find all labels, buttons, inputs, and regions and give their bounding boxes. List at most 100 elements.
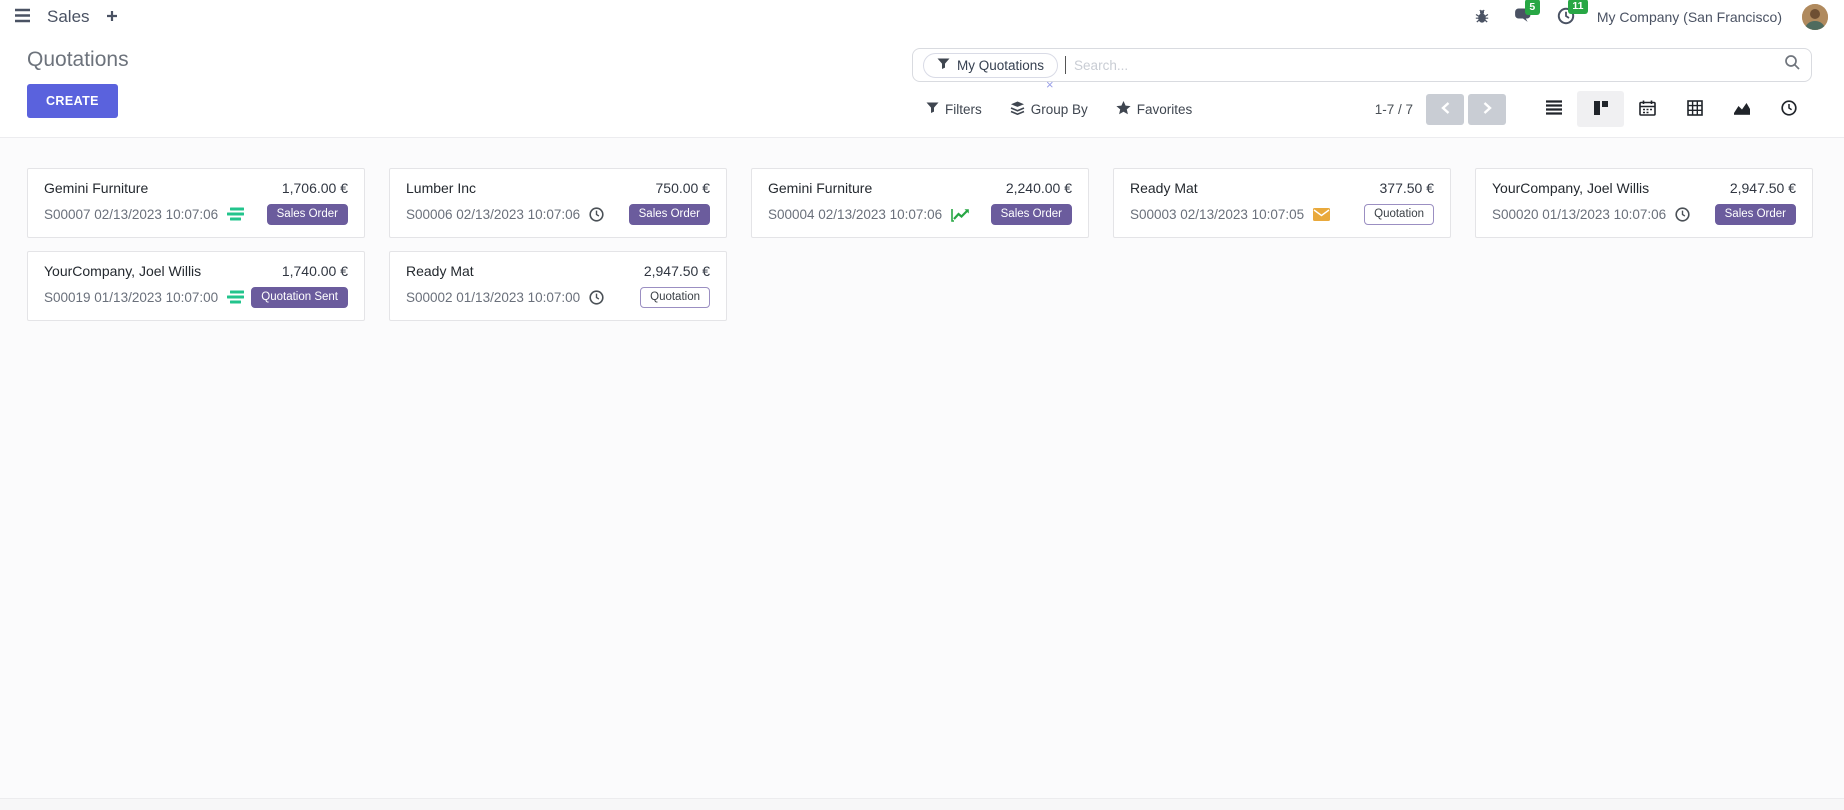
quotation-card[interactable]: YourCompany, Joel Willis 2,947.50 € S000… xyxy=(1475,168,1813,238)
view-switch-list[interactable] xyxy=(1530,91,1577,127)
customer-name: Ready Mat xyxy=(406,263,474,279)
card-top-row: Lumber Inc 750.00 € xyxy=(406,180,710,196)
pager-range: 1-7 / 7 xyxy=(1374,101,1413,117)
clock-activity-icon[interactable] xyxy=(589,207,604,222)
order-reference: S00004 02/13/2023 10:07:06 xyxy=(768,206,943,222)
status-badge: Quotation xyxy=(640,286,710,308)
control-panel-left: Quotations CREATE xyxy=(27,48,129,127)
quotation-card[interactable]: Gemini Furniture 2,240.00 € S00004 02/13… xyxy=(751,168,1089,238)
quotation-card[interactable]: YourCompany, Joel Willis 1,740.00 € S000… xyxy=(27,251,365,321)
card-top-row: Ready Mat 2,947.50 € xyxy=(406,263,710,279)
status-badge: Sales Order xyxy=(990,203,1072,225)
control-panel: Quotations CREATE My Quotations xyxy=(0,34,1844,138)
search-icon[interactable] xyxy=(1784,54,1801,76)
activity-view-clock-icon xyxy=(1780,99,1797,119)
filters-button[interactable]: Filters xyxy=(926,102,982,117)
order-reference: S00019 01/13/2023 10:07:00 xyxy=(44,289,219,305)
company-switcher[interactable]: My Company (San Francisco) xyxy=(1596,9,1782,25)
user-avatar[interactable] xyxy=(1802,4,1828,30)
view-switch-graph[interactable] xyxy=(1718,91,1765,127)
search-bar[interactable]: My Quotations × xyxy=(912,48,1812,91)
customer-name: YourCompany, Joel Willis xyxy=(44,263,202,279)
view-switch-kanban[interactable] xyxy=(1577,91,1624,127)
amount: 2,947.50 € xyxy=(643,263,710,279)
chart-activity-icon[interactable] xyxy=(951,207,970,222)
quotation-card[interactable]: Gemini Furniture 1,706.00 € S00007 02/13… xyxy=(27,168,365,238)
add-menu-button[interactable] xyxy=(104,8,120,27)
amount: 1,706.00 € xyxy=(281,180,348,196)
top-navbar: Sales xyxy=(0,0,1844,34)
status-badge: Sales Order xyxy=(266,203,348,225)
group-by-label: Group By xyxy=(1030,101,1088,117)
create-button[interactable]: CREATE xyxy=(27,84,118,118)
hamburger-icon xyxy=(14,8,31,26)
search-facet-label: My Quotations xyxy=(957,57,1045,73)
amount: 750.00 € xyxy=(655,180,711,196)
pivot-view-icon xyxy=(1686,99,1703,119)
clock-activity-icon[interactable] xyxy=(589,290,604,305)
bug-icon xyxy=(1474,8,1490,27)
order-reference: S00006 02/13/2023 10:07:06 xyxy=(406,206,581,222)
card-bottom-row: S00007 02/13/2023 10:07:06 Sales Order xyxy=(44,203,348,225)
search-facet-chip[interactable]: My Quotations xyxy=(923,52,1059,78)
tasks-activity-icon[interactable] xyxy=(227,290,245,304)
pager: 1-7 / 7 xyxy=(1374,93,1506,125)
kanban-view-icon xyxy=(1593,100,1609,119)
clock-activity-icon[interactable] xyxy=(1675,207,1690,222)
star-icon xyxy=(1116,100,1131,118)
card-top-row: Ready Mat 377.50 € xyxy=(1130,180,1434,196)
status-badge: Quotation xyxy=(1364,203,1434,225)
avatar-person-icon xyxy=(1802,4,1828,30)
navbar-right: 5 11 My Company (San Francisco) xyxy=(1472,0,1828,30)
layers-icon xyxy=(1010,101,1025,118)
facet-remove-icon[interactable]: × xyxy=(1046,77,1054,92)
quotation-card[interactable]: Ready Mat 377.50 € S00003 02/13/2023 10:… xyxy=(1113,168,1451,238)
card-top-row: Gemini Furniture 2,240.00 € xyxy=(768,180,1072,196)
pager-previous-button[interactable] xyxy=(1426,93,1464,125)
apps-menu-button[interactable] xyxy=(12,6,33,28)
favorites-label: Favorites xyxy=(1136,101,1193,117)
view-switch-calendar[interactable] xyxy=(1624,91,1671,127)
group-by-button[interactable]: Group By xyxy=(1010,101,1088,118)
search-options-row: Filters Group By xyxy=(912,91,1812,127)
customer-name: Gemini Furniture xyxy=(44,180,149,196)
order-reference: S00007 02/13/2023 10:07:06 xyxy=(44,206,219,222)
horizontal-scrollbar[interactable] xyxy=(0,798,1844,810)
search-options: Filters Group By xyxy=(926,100,1193,118)
view-switch-activity[interactable] xyxy=(1765,91,1812,127)
card-top-row: Gemini Furniture 1,706.00 € xyxy=(44,180,348,196)
app-name[interactable]: Sales xyxy=(47,7,90,26)
amount: 377.50 € xyxy=(1379,180,1435,196)
customer-name: Gemini Furniture xyxy=(768,180,873,196)
clock-icon xyxy=(1557,7,1575,28)
order-reference: S00020 01/13/2023 10:07:06 xyxy=(1492,206,1667,222)
quotation-card[interactable]: Ready Mat 2,947.50 € S00002 01/13/2023 1… xyxy=(389,251,727,321)
tasks-activity-icon[interactable] xyxy=(227,207,245,221)
order-reference: S00002 01/13/2023 10:07:00 xyxy=(406,289,581,305)
view-switch-pivot[interactable] xyxy=(1671,91,1718,127)
card-bottom-row: S00006 02/13/2023 10:07:06 Sales Order xyxy=(406,203,710,225)
list-view-icon xyxy=(1545,100,1563,118)
messages-menu-button[interactable]: 5 xyxy=(1512,0,1540,29)
status-badge: Quotation Sent xyxy=(251,286,348,308)
text-caret xyxy=(1065,56,1067,74)
debug-mode-button[interactable] xyxy=(1472,6,1492,29)
plus-icon xyxy=(106,10,118,25)
card-bottom-row: S00002 01/13/2023 10:07:00 Quotation xyxy=(406,286,710,308)
filters-label: Filters xyxy=(945,101,982,117)
card-top-row: YourCompany, Joel Willis 1,740.00 € xyxy=(44,263,348,279)
favorites-button[interactable]: Favorites xyxy=(1116,100,1193,118)
card-bottom-row: S00019 01/13/2023 10:07:00 Quotation Sen… xyxy=(44,286,348,308)
status-badge: Sales Order xyxy=(628,203,710,225)
activities-menu-button[interactable]: 11 xyxy=(1555,0,1588,30)
kanban-view: Gemini Furniture 1,706.00 € S00007 02/13… xyxy=(0,138,1844,798)
search-input[interactable] xyxy=(1066,57,1784,73)
quotation-card[interactable]: Lumber Inc 750.00 € S00006 02/13/2023 10… xyxy=(389,168,727,238)
customer-name: YourCompany, Joel Willis xyxy=(1492,180,1650,196)
card-bottom-row: S00004 02/13/2023 10:07:06 Sales Order xyxy=(768,203,1072,225)
pager-next-button[interactable] xyxy=(1468,93,1506,125)
card-top-row: YourCompany, Joel Willis 2,947.50 € xyxy=(1492,180,1796,196)
chevron-right-icon xyxy=(1482,101,1493,118)
envelope-activity-icon[interactable] xyxy=(1313,207,1331,221)
amount: 1,740.00 € xyxy=(281,263,348,279)
